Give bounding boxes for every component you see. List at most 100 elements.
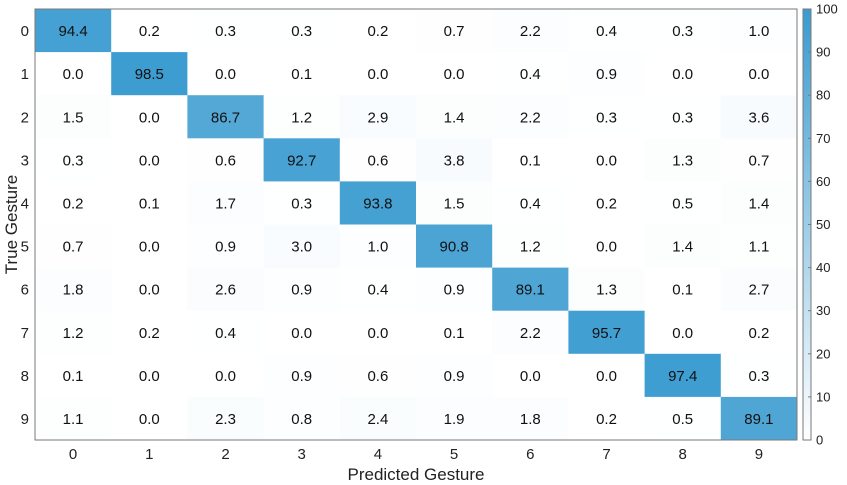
cell-value-label: 0.1	[63, 368, 84, 385]
heatmap-cell	[644, 310, 722, 355]
colorbar-tick-label: 50	[816, 217, 830, 232]
x-tick-label: 8	[679, 446, 687, 463]
heatmap-cell	[492, 353, 569, 398]
heatmap-cell	[416, 353, 493, 398]
cell-value-label: 95.7	[592, 325, 621, 342]
heatmap-cell	[492, 95, 569, 139]
heatmap-cell	[187, 224, 265, 269]
plot-frame	[34, 8, 798, 441]
heatmap-cell	[35, 52, 112, 96]
x-tick-label: 5	[450, 446, 458, 463]
cell-value-label: 0.0	[139, 411, 160, 428]
heatmap-cell	[35, 267, 112, 312]
cell-value-label: 1.0	[367, 239, 388, 256]
heatmap-cell	[568, 95, 646, 139]
cell-value-label: 0.9	[291, 282, 312, 299]
cell-value-label: 2.2	[520, 325, 541, 342]
heatmap-cell	[644, 181, 722, 225]
y-tick-label: 2	[21, 109, 29, 126]
x-axis-label: Predicted Gesture	[347, 465, 484, 484]
heatmap-cells: 94.4 0.2 0.3 0.3 0.2 0.7 2.2 0.4 0.3 1.0 0.0 98.5 0.…	[35, 9, 798, 441]
x-tick-label: 6	[526, 446, 534, 463]
heatmap-cell	[492, 310, 569, 355]
heatmap-cell	[263, 310, 341, 355]
heatmap-cell	[187, 310, 265, 355]
heatmap-cell	[492, 9, 569, 53]
heatmap-cell	[111, 224, 188, 269]
y-tick-labels: 0 1 2 3 4 5 6 7 8 9	[21, 23, 29, 428]
cell-value-label: 1.4	[672, 239, 693, 256]
heatmap-cell	[720, 9, 798, 53]
cell-value-label: 0.0	[215, 368, 236, 385]
cell-value-label: 0.0	[672, 66, 693, 83]
y-tick-label: 8	[21, 368, 29, 385]
heatmap-cell	[339, 353, 417, 398]
heatmap-cell	[720, 310, 798, 355]
cell-value-label: 92.7	[287, 152, 316, 169]
colorbar-tick-label: 10	[816, 389, 830, 404]
cell-value-label: 0.6	[367, 152, 388, 169]
cell-value-label: 2.2	[520, 23, 541, 40]
cell-value-label: 0.7	[63, 239, 84, 256]
cell-value-label: 0.9	[444, 282, 465, 299]
heatmap-cell	[492, 52, 569, 96]
heatmap-cell	[187, 138, 265, 182]
x-tick-labels: 0 1 2 3 4 5 6 7 8 9	[69, 446, 763, 463]
cell-value-label: 1.1	[748, 239, 769, 256]
cell-value-label: 0.2	[596, 411, 617, 428]
colorbar-tick-label: 60	[816, 174, 830, 189]
heatmap-cell	[492, 267, 569, 312]
heatmap-cell	[35, 396, 112, 441]
heatmap-cell	[339, 95, 417, 139]
cell-value-label: 0.2	[367, 23, 388, 40]
colorbar-tick-label: 90	[816, 45, 830, 60]
heatmap-cell	[720, 267, 798, 312]
heatmap-cell	[187, 396, 265, 441]
cell-value-label: 0.4	[520, 195, 541, 212]
heatmap-cell	[263, 95, 341, 139]
cell-value-label: 2.3	[215, 411, 236, 428]
cell-value-label: 0.1	[672, 282, 693, 299]
heatmap-cell	[568, 353, 646, 398]
cell-value-label: 0.8	[291, 411, 312, 428]
cell-value-label: 0.0	[63, 66, 84, 83]
cell-value-label: 2.2	[520, 109, 541, 126]
cell-value-label: 97.4	[668, 368, 697, 385]
cell-value-label: 2.7	[748, 282, 769, 299]
cell-value-label: 0.3	[291, 23, 312, 40]
heatmap-cell	[35, 181, 112, 225]
heatmap-cell	[644, 9, 722, 53]
y-axis-label: True Gesture	[2, 175, 21, 275]
x-tick-label: 1	[145, 446, 153, 463]
heatmap-cell	[720, 396, 798, 441]
x-tick-label: 4	[374, 446, 382, 463]
x-tick-label: 9	[755, 446, 763, 463]
cell-value-label: 1.2	[63, 325, 84, 342]
heatmap-cell	[720, 181, 798, 225]
cell-value-label: 0.1	[444, 325, 465, 342]
cell-value-label: 0.6	[367, 368, 388, 385]
heatmap-cell	[339, 224, 417, 269]
x-tick-label: 3	[298, 446, 306, 463]
heatmap-cell	[720, 138, 798, 182]
y-tick-label: 4	[21, 195, 29, 212]
cell-value-label: 93.8	[363, 195, 392, 212]
cell-value-label: 0.0	[367, 325, 388, 342]
heatmap-cell	[339, 9, 417, 53]
x-tick-label: 7	[602, 446, 610, 463]
cell-value-label: 0.2	[139, 325, 160, 342]
cell-value-label: 1.7	[215, 195, 236, 212]
heatmap-cell	[492, 396, 569, 441]
heatmap-cell	[187, 353, 265, 398]
cell-value-label: 0.0	[291, 325, 312, 342]
cell-value-label: 0.0	[672, 325, 693, 342]
heatmap-cell	[568, 224, 646, 269]
cell-value-label: 0.9	[291, 368, 312, 385]
heatmap-cell	[111, 138, 188, 182]
colorbar-ticks: 0 10 20 30 40 50 60 70 80 90 100	[808, 2, 838, 448]
heatmap-cell	[339, 52, 417, 96]
cell-value-label: 0.0	[520, 368, 541, 385]
cell-value-label: 0.2	[596, 195, 617, 212]
heatmap-cell	[568, 9, 646, 53]
